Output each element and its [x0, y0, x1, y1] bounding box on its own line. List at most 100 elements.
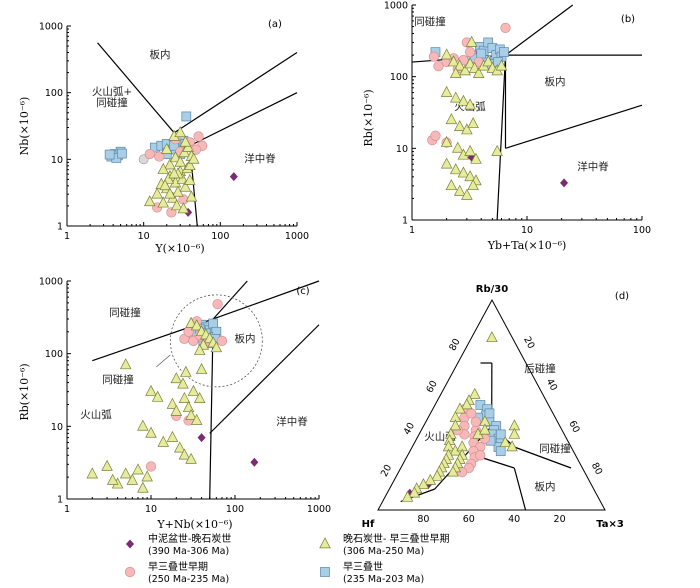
triangle-point — [185, 190, 198, 202]
panel-label: (a) — [268, 19, 282, 30]
triangle-point — [185, 452, 197, 464]
triangle-point — [454, 402, 466, 414]
triangle-point — [417, 478, 430, 490]
circle-point — [466, 408, 477, 419]
y-tick-label: 100 — [390, 72, 408, 83]
field-boundary — [173, 52, 298, 134]
square-point — [104, 149, 115, 160]
square-point — [476, 48, 487, 59]
square-point — [499, 47, 509, 57]
circle-point — [188, 335, 199, 346]
panel-b: 1101001101001000同碰撞板内火山弧洋中脊(b)Yb+Ta(×10⁻… — [362, 1, 651, 253]
triangle-point — [190, 413, 203, 425]
triangle-point — [174, 126, 187, 138]
square-point — [208, 318, 219, 329]
triangle-point — [457, 94, 470, 106]
triangle-point — [486, 331, 498, 343]
triangle-point — [195, 363, 208, 375]
bottom-tick-label: 40 — [508, 514, 520, 525]
region-label: 火山弧+ — [92, 85, 132, 98]
triangle-point — [151, 390, 164, 402]
triangle-point — [440, 135, 453, 147]
triangle-point — [166, 430, 179, 442]
field-boundary — [513, 467, 527, 511]
region-label: 同碰撞 — [539, 442, 571, 455]
triangle-point — [164, 187, 176, 199]
legend-range: (235 Ma-203 Ma) — [343, 574, 424, 585]
triangle-point — [182, 401, 195, 413]
y-tick-label: 1000 — [39, 22, 63, 33]
square-point — [181, 111, 192, 122]
legend-marker-square — [320, 567, 330, 577]
triangle-point — [482, 55, 494, 67]
triangle-point — [465, 35, 478, 47]
triangle-point — [151, 187, 163, 199]
triangle-point — [177, 377, 189, 389]
triangle-point — [185, 316, 197, 328]
y-tick-label: 1 — [57, 222, 63, 233]
region-label: 火山弧 — [80, 408, 112, 421]
triangle-point — [180, 365, 192, 377]
triangle-point — [170, 404, 183, 416]
triangle-point — [468, 387, 481, 399]
triangle-point — [453, 120, 466, 132]
legend-marker-diamond — [126, 539, 134, 549]
triangle-point — [166, 397, 179, 409]
triangle-point — [119, 358, 132, 370]
triangle-point — [445, 113, 458, 125]
triangle-point — [424, 473, 437, 485]
circle-point — [145, 461, 157, 472]
region-label: 洋中脊 — [276, 415, 308, 428]
square-point — [495, 429, 506, 440]
square-point — [117, 148, 127, 159]
square-point — [495, 446, 506, 457]
triangle-point — [499, 436, 512, 448]
diamond-point — [229, 172, 238, 182]
triangle-point — [445, 179, 458, 191]
x-axis-label: Y(×10⁻⁶) — [154, 242, 204, 255]
triangle-point — [132, 463, 144, 475]
triangle-point — [459, 64, 471, 76]
right-tick-label: 20 — [521, 335, 536, 351]
triangle-point — [453, 59, 466, 71]
triangle-point — [464, 170, 476, 182]
x-tick-label: 1000 — [307, 504, 331, 515]
triangle-point — [126, 473, 139, 485]
triangle-point — [508, 427, 521, 439]
triangle-point — [187, 152, 200, 164]
field-boundary — [212, 280, 248, 320]
circle-point — [430, 130, 441, 141]
vertex-label-right: Ta×3 — [596, 519, 624, 530]
triangle-point — [106, 473, 119, 485]
panel-c: 1 10 100 10001101001000同碰撞板内同碰撞火山弧洋中脊(c)Y+N… — [18, 277, 331, 532]
triangle-point — [193, 343, 206, 355]
field-boundary — [189, 92, 298, 147]
triangle-point — [143, 195, 156, 207]
bottom-tick-label: 60 — [463, 514, 475, 525]
y-axis-label: Nb(×10⁻⁶) — [18, 97, 31, 156]
legend-label: 早三叠世 — [343, 561, 383, 573]
triangle-point — [479, 423, 491, 435]
bottom-tick-label: 80 — [417, 514, 429, 525]
triangle-point — [461, 188, 473, 200]
triangle-point — [86, 467, 99, 479]
x-tick-label: 1 — [64, 231, 70, 242]
legend: 中泥盆世-晚石炭世(390 Ma-306 Ma) 晚石炭世- 早三叠世早期(306… — [124, 532, 450, 585]
region-label: 洋中脊 — [244, 152, 276, 165]
field-boundary — [481, 456, 515, 469]
vertex-label-top: Rb/30 — [476, 284, 508, 295]
circle-point — [500, 22, 511, 33]
triangle-point — [137, 419, 149, 431]
triangle-point — [164, 158, 176, 170]
triangle-point — [210, 341, 223, 353]
y-tick-label: 1000 — [39, 277, 63, 288]
triangle-point — [185, 408, 197, 420]
legend-marker-triangle — [319, 537, 331, 549]
field-boundary — [212, 280, 320, 320]
triangle-point — [169, 151, 182, 163]
region-label: 同碰撞 — [102, 373, 134, 386]
field-boundary — [505, 104, 643, 149]
y-axis-label: Rb(×10⁻⁶) — [18, 363, 31, 420]
vertex-label-left: Hf — [362, 519, 375, 530]
